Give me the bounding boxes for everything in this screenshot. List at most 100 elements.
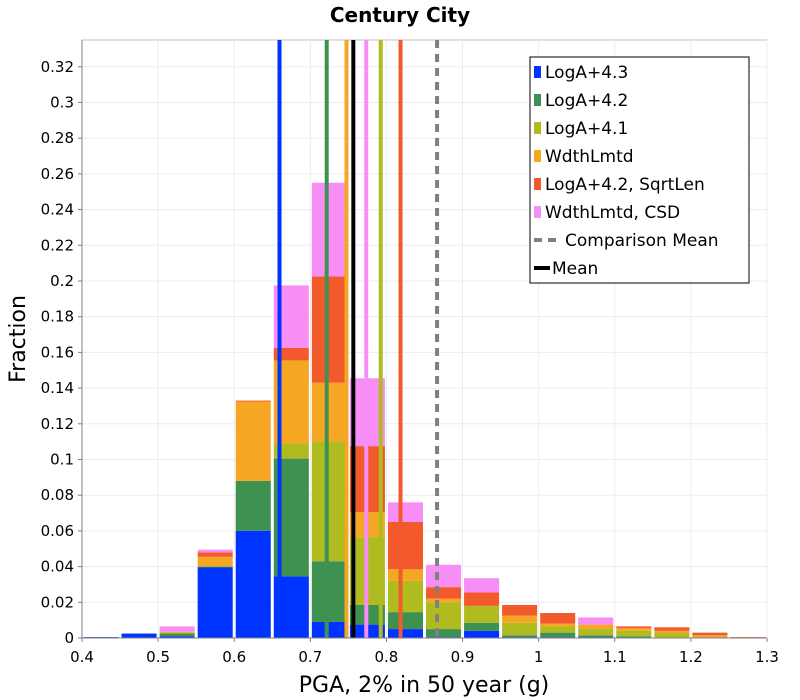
y-tick-label: 0 bbox=[64, 629, 74, 647]
legend-swatch bbox=[534, 150, 541, 162]
legend-swatch bbox=[534, 94, 541, 106]
legend-label: LogA+4.1 bbox=[545, 119, 628, 139]
bar-segment bbox=[692, 635, 728, 638]
bar-segment bbox=[235, 401, 271, 481]
bar-segment bbox=[159, 636, 195, 638]
bar-segment bbox=[197, 567, 233, 638]
bar-segment bbox=[540, 632, 576, 638]
y-tick-label: 0.12 bbox=[41, 415, 74, 433]
x-tick-label: 1.2 bbox=[679, 648, 703, 666]
legend-label: WdthLmtd, CSD bbox=[545, 203, 680, 223]
bar-segment bbox=[540, 623, 576, 627]
bar-segment bbox=[616, 628, 652, 631]
bar-segment bbox=[273, 347, 309, 361]
x-tick-label: 1.3 bbox=[755, 648, 779, 666]
legend-label: Comparison Mean bbox=[565, 231, 719, 251]
legend: LogA+4.3 LogA+4.2 LogA+4.1 WdthLmtd LogA+4.2… bbox=[529, 56, 750, 284]
y-tick-label: 0.02 bbox=[41, 593, 74, 611]
chart-title: Century City bbox=[330, 3, 470, 27]
x-tick-label: 1 bbox=[534, 648, 544, 666]
bar-segment bbox=[616, 636, 652, 638]
bar-segment bbox=[426, 564, 462, 588]
bar-segment bbox=[578, 624, 614, 630]
bar-segment bbox=[426, 602, 462, 630]
bar-segment bbox=[692, 632, 728, 636]
bar-segment bbox=[311, 382, 347, 442]
bar-segment bbox=[464, 622, 500, 631]
bar-segment bbox=[654, 627, 690, 631]
y-tick-label: 0.08 bbox=[41, 486, 74, 504]
y-tick-label: 0.06 bbox=[41, 522, 74, 540]
y-tick-label: 0.1 bbox=[50, 450, 74, 468]
bar-segment bbox=[235, 530, 271, 638]
y-ticks: 0 0.02 0.04 0.06 0.08 0.1 0.12 0.14 0.16 0.18 0.2 0… bbox=[41, 58, 82, 647]
bar-segment bbox=[387, 629, 423, 638]
y-tick-label: 0.04 bbox=[41, 558, 74, 576]
bar-segment bbox=[426, 587, 462, 599]
legend-label: WdthLmtd bbox=[545, 147, 634, 167]
bar-segment bbox=[197, 556, 233, 567]
bar-segment bbox=[159, 626, 195, 632]
bar-segment bbox=[197, 549, 233, 553]
x-tick-label: 1.1 bbox=[603, 648, 627, 666]
y-tick-label: 0.14 bbox=[41, 379, 74, 397]
bar-segment bbox=[502, 604, 538, 616]
bar-segment bbox=[387, 580, 423, 613]
x-tick-label: 0.4 bbox=[70, 648, 94, 666]
y-tick-label: 0.32 bbox=[41, 58, 74, 76]
y-tick-label: 0.28 bbox=[41, 129, 74, 147]
x-tick-label: 0.6 bbox=[222, 648, 246, 666]
bar-segment bbox=[235, 400, 271, 402]
bar-segment bbox=[502, 615, 538, 623]
bar-segment bbox=[578, 617, 614, 625]
bar-segment bbox=[464, 605, 500, 623]
bar-segment bbox=[654, 633, 690, 638]
legend-swatch bbox=[534, 122, 541, 134]
y-axis-label: Fraction bbox=[6, 295, 31, 383]
legend-swatch bbox=[534, 66, 541, 78]
bar-segment bbox=[540, 626, 576, 633]
x-axis-label: PGA, 2% in 50 year (g) bbox=[299, 673, 550, 698]
bar-segment bbox=[159, 632, 195, 634]
bar-segment bbox=[311, 621, 347, 638]
bar-segment bbox=[578, 635, 614, 638]
x-tick-label: 0.5 bbox=[146, 648, 170, 666]
bar-segment bbox=[235, 480, 271, 531]
bar-segment bbox=[464, 578, 500, 593]
bar-segment bbox=[197, 566, 233, 568]
x-tick-label: 0.7 bbox=[298, 648, 322, 666]
x-tick-label: 0.8 bbox=[375, 648, 399, 666]
bar-segment bbox=[387, 612, 423, 630]
bar-segment bbox=[311, 276, 347, 383]
y-tick-label: 0.24 bbox=[41, 201, 74, 219]
y-tick-label: 0.16 bbox=[41, 343, 74, 361]
legend-label: LogA+4.2 bbox=[545, 91, 628, 111]
bar-segment bbox=[502, 622, 538, 636]
bar-segment bbox=[121, 633, 157, 638]
bar-segment bbox=[654, 630, 690, 634]
y-tick-label: 0.18 bbox=[41, 308, 74, 326]
legend-box bbox=[529, 56, 750, 284]
y-tick-label: 0.2 bbox=[50, 272, 74, 290]
bar-segment bbox=[616, 626, 652, 629]
bar-segment bbox=[502, 635, 538, 638]
bar-segment bbox=[578, 629, 614, 636]
bar-segment bbox=[426, 598, 462, 603]
y-tick-label: 0.3 bbox=[50, 93, 74, 111]
x-ticks: 0.4 0.5 0.6 0.7 0.8 0.9 1 1.1 1.2 1.3 bbox=[70, 638, 779, 666]
bar-segment bbox=[426, 629, 462, 638]
mean-lines bbox=[277, 40, 440, 638]
bar-segment bbox=[464, 592, 500, 606]
legend-swatch bbox=[534, 178, 541, 190]
bar-segment bbox=[616, 630, 652, 637]
bar-segment bbox=[464, 630, 500, 638]
legend-label: LogA+4.2, SqrtLen bbox=[545, 175, 705, 195]
x-tick-label: 0.9 bbox=[451, 648, 475, 666]
bar-segment bbox=[197, 552, 233, 557]
y-tick-label: 0.22 bbox=[41, 236, 74, 254]
bar-segment bbox=[311, 441, 347, 562]
bar-segment bbox=[387, 502, 423, 522]
bar-segment bbox=[159, 633, 195, 637]
legend-swatch bbox=[534, 206, 541, 218]
